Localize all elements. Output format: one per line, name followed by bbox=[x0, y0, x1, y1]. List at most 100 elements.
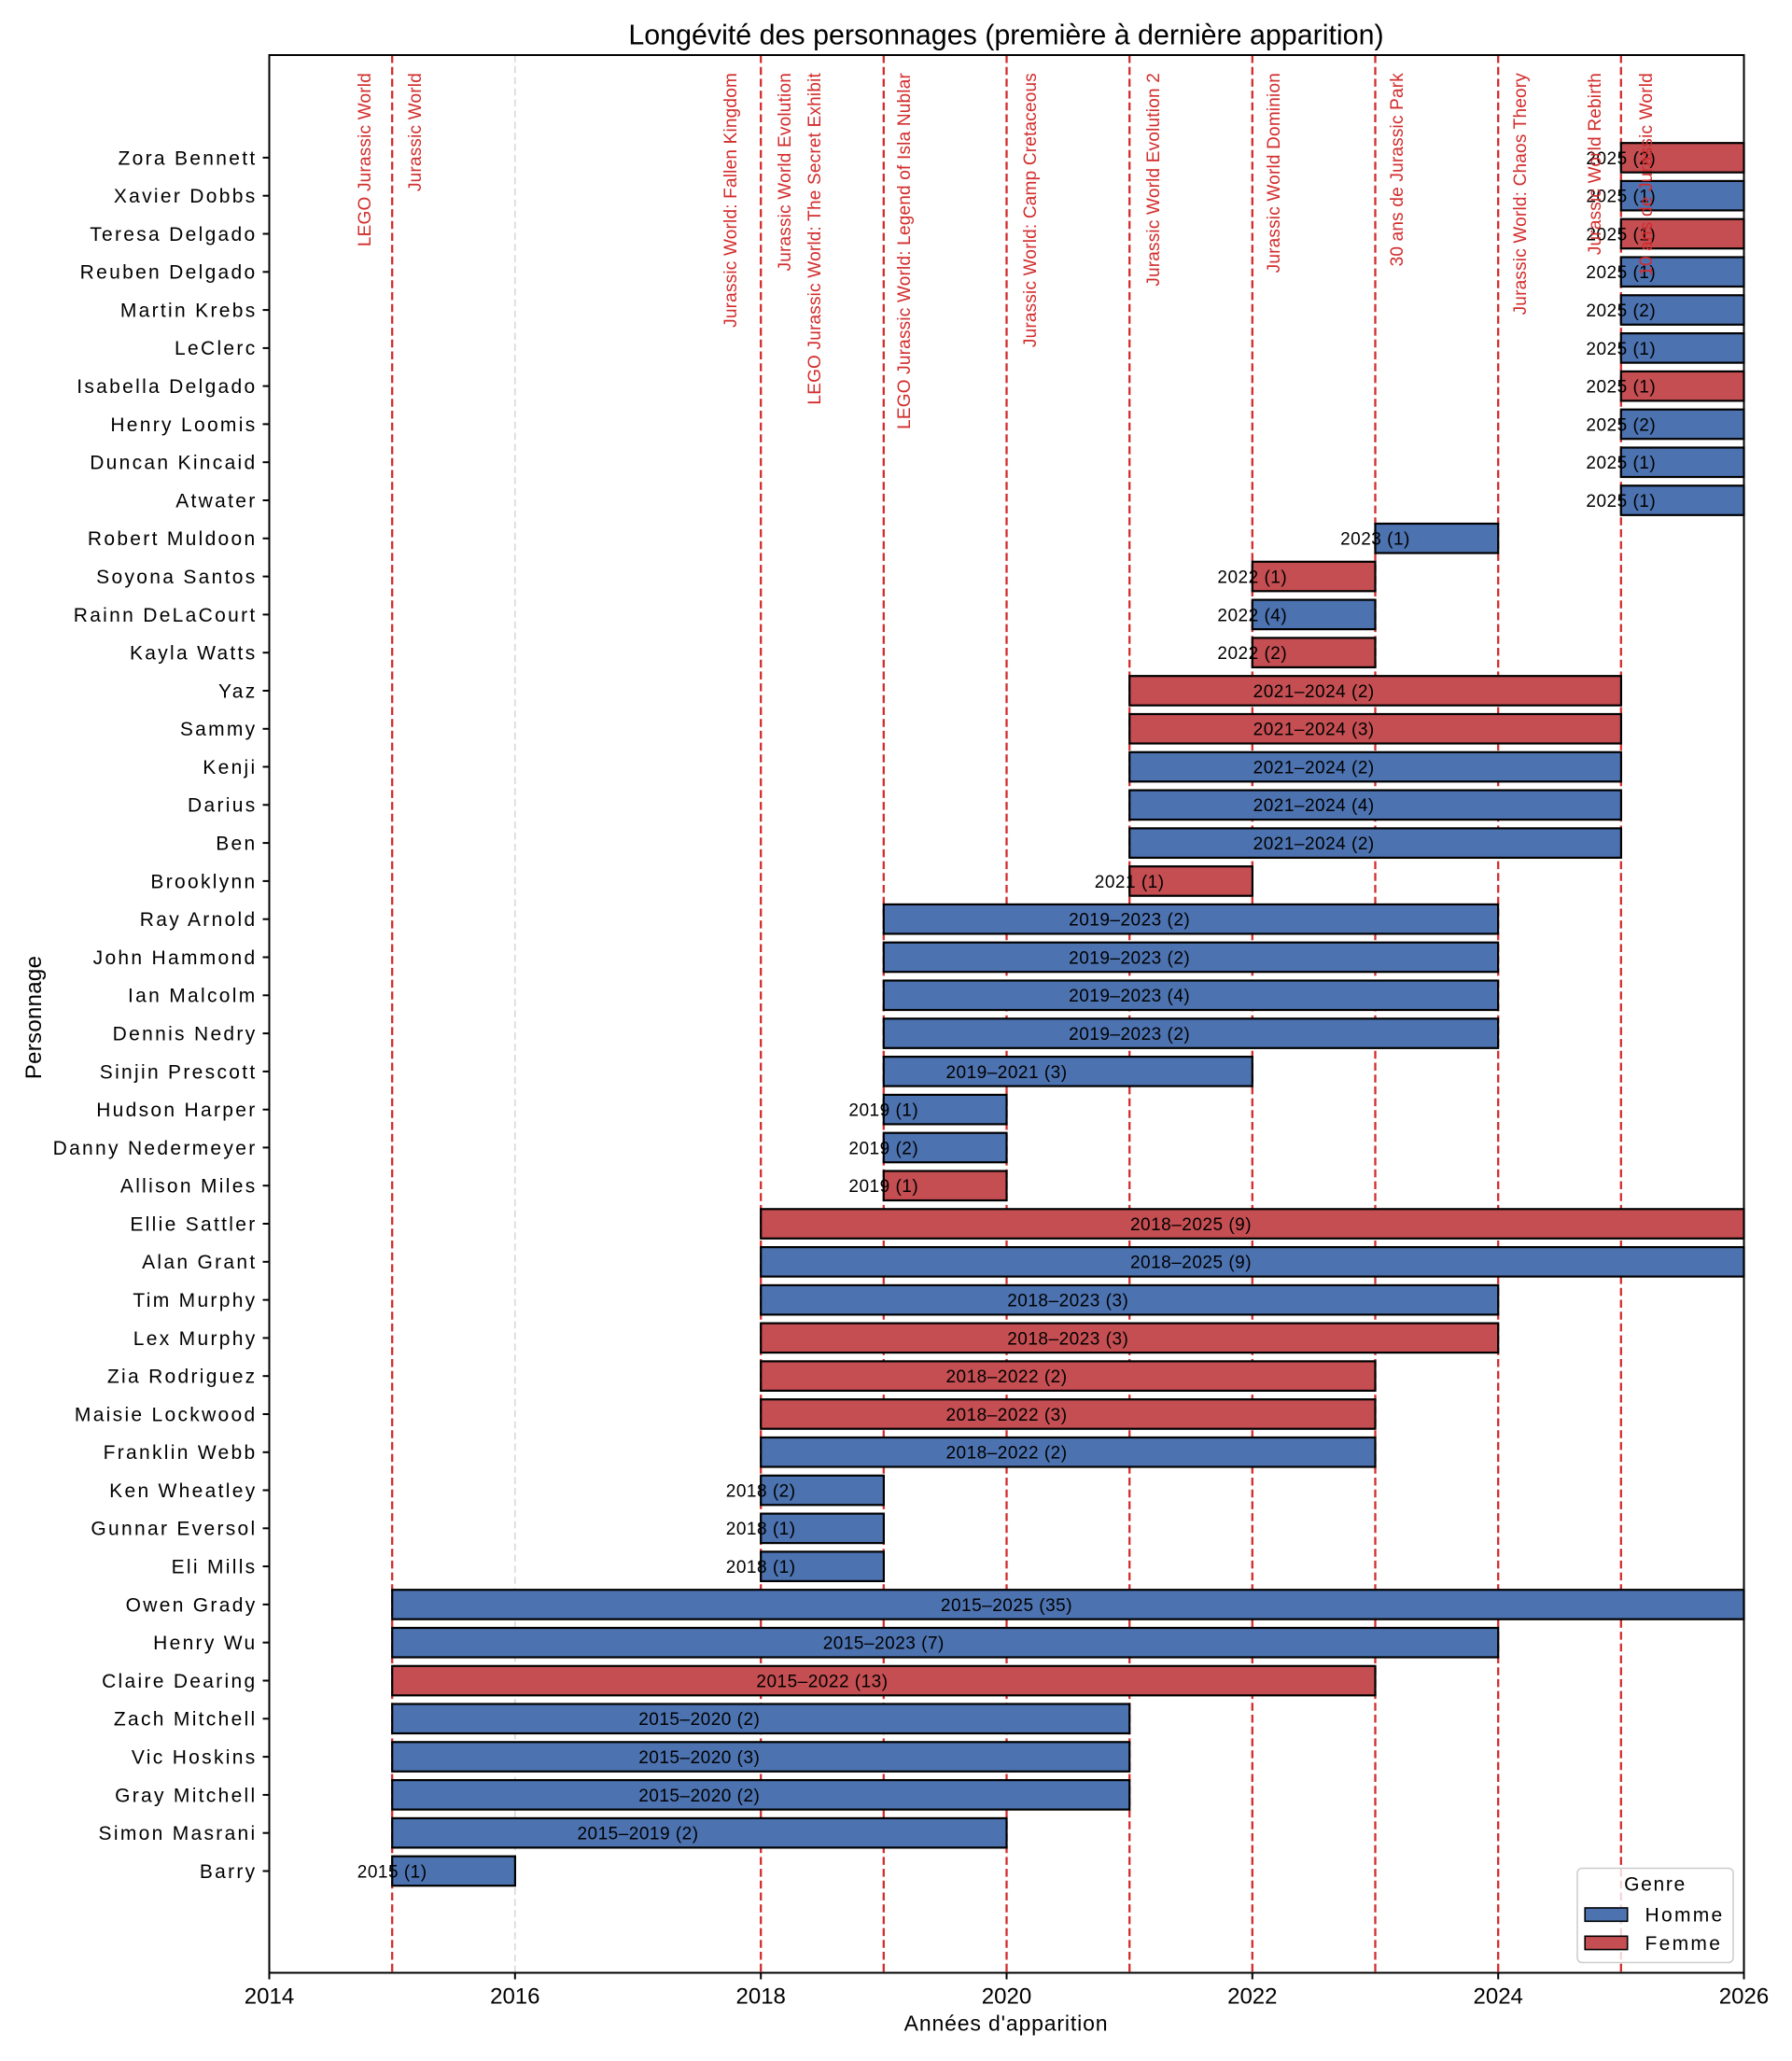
svg-text:2022 (4): 2022 (4) bbox=[1217, 606, 1287, 625]
svg-text:Genre: Genre bbox=[1624, 1874, 1687, 1896]
svg-text:2018–2022 (3): 2018–2022 (3) bbox=[945, 1406, 1067, 1425]
svg-text:Hudson Harper: Hudson Harper bbox=[96, 1100, 257, 1121]
svg-text:Robert Muldoon: Robert Muldoon bbox=[88, 528, 258, 550]
svg-text:2025 (1): 2025 (1) bbox=[1586, 454, 1656, 473]
svg-text:2025 (1): 2025 (1) bbox=[1586, 492, 1656, 512]
svg-text:Xavier Dobbs: Xavier Dobbs bbox=[114, 186, 258, 207]
svg-text:2015–2019 (2): 2015–2019 (2) bbox=[577, 1825, 698, 1844]
svg-text:2018–2025 (9): 2018–2025 (9) bbox=[1130, 1254, 1252, 1273]
svg-text:LEGO Jurassic World: Legend of: LEGO Jurassic World: Legend of Isla Nubl… bbox=[895, 73, 915, 429]
svg-text:Ellie Sattler: Ellie Sattler bbox=[130, 1213, 257, 1235]
svg-text:2019 (2): 2019 (2) bbox=[848, 1139, 918, 1158]
svg-text:Lex Murphy: Lex Murphy bbox=[133, 1328, 258, 1350]
svg-text:2025 (2): 2025 (2) bbox=[1586, 415, 1656, 435]
svg-text:Kenji: Kenji bbox=[203, 757, 257, 778]
svg-text:Sinjin Prescott: Sinjin Prescott bbox=[100, 1061, 258, 1083]
svg-text:Jurassic World Evolution: Jurassic World Evolution bbox=[776, 73, 795, 271]
svg-text:Femme: Femme bbox=[1645, 1933, 1723, 1955]
svg-text:Jurassic World: Jurassic World bbox=[406, 73, 426, 191]
svg-text:30 ans de Jurassic Park: 30 ans de Jurassic Park bbox=[1388, 73, 1407, 267]
svg-text:2015–2020 (2): 2015–2020 (2) bbox=[638, 1787, 760, 1806]
svg-text:Gray Mitchell: Gray Mitchell bbox=[115, 1785, 257, 1806]
svg-text:2018–2023 (3): 2018–2023 (3) bbox=[1007, 1292, 1128, 1311]
svg-text:2021–2024 (2): 2021–2024 (2) bbox=[1253, 834, 1375, 854]
svg-text:Brooklynn: Brooklynn bbox=[150, 871, 257, 892]
svg-text:2021–2024 (2): 2021–2024 (2) bbox=[1253, 758, 1375, 778]
svg-text:Zach Mitchell: Zach Mitchell bbox=[114, 1709, 258, 1731]
svg-text:2019–2023 (4): 2019–2023 (4) bbox=[1069, 987, 1190, 1006]
svg-text:2016: 2016 bbox=[490, 1984, 539, 2010]
svg-text:Atwater: Atwater bbox=[175, 490, 257, 512]
svg-text:Soyona Santos: Soyona Santos bbox=[96, 567, 257, 588]
svg-text:LeClerc: LeClerc bbox=[175, 338, 257, 359]
svg-text:2022 (2): 2022 (2) bbox=[1217, 644, 1287, 664]
svg-text:2025 (1): 2025 (1) bbox=[1586, 188, 1656, 207]
svg-text:2018–2025 (9): 2018–2025 (9) bbox=[1130, 1215, 1252, 1235]
svg-text:2026: 2026 bbox=[1719, 1984, 1769, 2010]
svg-text:Années d'apparition: Années d'apparition bbox=[904, 2012, 1109, 2036]
svg-text:Darius: Darius bbox=[188, 795, 257, 817]
svg-text:2025 (1): 2025 (1) bbox=[1586, 263, 1656, 283]
svg-text:2025 (1): 2025 (1) bbox=[1586, 225, 1656, 245]
svg-text:Owen Grady: Owen Grady bbox=[126, 1594, 258, 1616]
svg-text:2021–2024 (2): 2021–2024 (2) bbox=[1253, 682, 1375, 702]
svg-text:Martin Krebs: Martin Krebs bbox=[120, 301, 258, 322]
svg-text:Jurassic World Evolution 2: Jurassic World Evolution 2 bbox=[1144, 73, 1164, 287]
svg-text:2023 (1): 2023 (1) bbox=[1340, 530, 1410, 550]
svg-text:2020: 2020 bbox=[982, 1984, 1031, 2010]
svg-text:Tim Murphy: Tim Murphy bbox=[133, 1290, 257, 1311]
svg-text:2015–2020 (3): 2015–2020 (3) bbox=[638, 1748, 760, 1768]
svg-text:Barry: Barry bbox=[200, 1861, 258, 1883]
svg-text:Danny Nedermeyer: Danny Nedermeyer bbox=[53, 1138, 258, 1159]
svg-text:Ben: Ben bbox=[216, 834, 257, 855]
svg-text:Eli Mills: Eli Mills bbox=[172, 1557, 258, 1578]
svg-text:2019 (1): 2019 (1) bbox=[848, 1101, 918, 1121]
svg-text:Sammy: Sammy bbox=[180, 719, 258, 740]
svg-text:Jurassic World: Fallen Kingdom: Jurassic World: Fallen Kingdom bbox=[721, 73, 741, 328]
svg-text:Maisie Lockwood: Maisie Lockwood bbox=[75, 1404, 258, 1425]
svg-text:2022 (1): 2022 (1) bbox=[1217, 568, 1287, 588]
svg-text:Jurassic World: Chaos Theory: Jurassic World: Chaos Theory bbox=[1511, 73, 1531, 315]
svg-text:Personnage: Personnage bbox=[21, 956, 47, 1079]
svg-text:Zora Bennett: Zora Bennett bbox=[118, 147, 257, 169]
svg-text:Simon Masrani: Simon Masrani bbox=[99, 1823, 258, 1844]
svg-text:Dennis Nedry: Dennis Nedry bbox=[113, 1024, 258, 1045]
svg-text:Vic Hoskins: Vic Hoskins bbox=[132, 1747, 258, 1769]
svg-text:2018–2022 (2): 2018–2022 (2) bbox=[945, 1367, 1067, 1387]
svg-text:Claire Dearing: Claire Dearing bbox=[102, 1671, 257, 1692]
svg-text:2019–2021 (3): 2019–2021 (3) bbox=[945, 1063, 1067, 1083]
svg-text:John Hammond: John Hammond bbox=[93, 947, 258, 969]
svg-text:Rainn DeLaCourt: Rainn DeLaCourt bbox=[74, 605, 258, 626]
svg-text:Franklin Webb: Franklin Webb bbox=[104, 1442, 258, 1464]
svg-text:Ken Wheatley: Ken Wheatley bbox=[109, 1480, 257, 1502]
svg-text:2019–2023 (2): 2019–2023 (2) bbox=[1069, 948, 1190, 968]
svg-text:2021–2024 (4): 2021–2024 (4) bbox=[1253, 796, 1375, 816]
svg-text:2018 (1): 2018 (1) bbox=[726, 1558, 796, 1577]
svg-text:Yaz: Yaz bbox=[218, 680, 258, 702]
svg-text:10 ans de Jurassic World: 10 ans de Jurassic World bbox=[1637, 73, 1657, 276]
svg-text:Allison Miles: Allison Miles bbox=[120, 1176, 258, 1198]
svg-text:Isabella Delgado: Isabella Delgado bbox=[77, 376, 257, 398]
svg-text:2025 (1): 2025 (1) bbox=[1586, 340, 1656, 359]
svg-text:2018–2022 (2): 2018–2022 (2) bbox=[945, 1444, 1067, 1464]
svg-text:LEGO Jurassic World: The Secre: LEGO Jurassic World: The Secret Exhibit bbox=[805, 72, 825, 404]
svg-text:2018 (2): 2018 (2) bbox=[726, 1482, 796, 1502]
svg-text:Homme: Homme bbox=[1645, 1904, 1725, 1926]
svg-text:2018 (1): 2018 (1) bbox=[726, 1520, 796, 1539]
svg-text:2015–2020 (2): 2015–2020 (2) bbox=[638, 1710, 760, 1730]
svg-text:2015–2023 (7): 2015–2023 (7) bbox=[823, 1634, 945, 1654]
svg-text:Gunnar Eversol: Gunnar Eversol bbox=[91, 1519, 257, 1540]
svg-text:2018: 2018 bbox=[736, 1984, 786, 2010]
svg-text:2025 (1): 2025 (1) bbox=[1586, 378, 1656, 398]
svg-text:2015 (1): 2015 (1) bbox=[357, 1862, 427, 1882]
svg-text:Henry Loomis: Henry Loomis bbox=[110, 414, 257, 436]
svg-text:Jurassic World: Camp Cretaceou: Jurassic World: Camp Cretaceous bbox=[1021, 73, 1041, 347]
svg-text:2019–2023 (2): 2019–2023 (2) bbox=[1069, 911, 1190, 931]
svg-text:Ian Malcolm: Ian Malcolm bbox=[128, 986, 258, 1007]
svg-text:Reuben Delgado: Reuben Delgado bbox=[80, 262, 258, 284]
svg-text:Teresa Delgado: Teresa Delgado bbox=[90, 224, 257, 245]
svg-text:2021 (1): 2021 (1) bbox=[1095, 873, 1165, 892]
svg-text:2015–2025 (35): 2015–2025 (35) bbox=[941, 1596, 1072, 1616]
svg-text:LEGO Jurassic World: LEGO Jurassic World bbox=[356, 73, 375, 246]
svg-text:2025 (2): 2025 (2) bbox=[1586, 149, 1656, 169]
